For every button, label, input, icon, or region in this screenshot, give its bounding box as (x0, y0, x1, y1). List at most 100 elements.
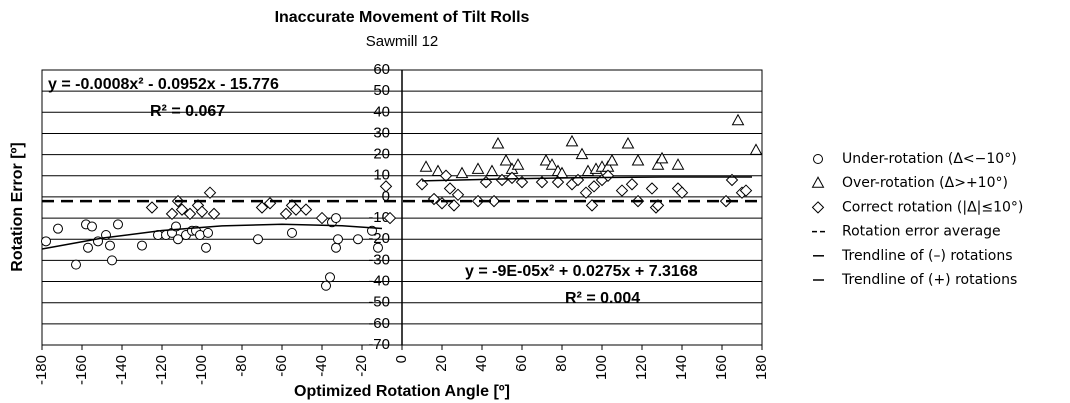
y-tick-label: 10 (373, 167, 390, 184)
x-tick-label: 80 (553, 355, 570, 372)
point (621, 137, 635, 149)
point (373, 242, 383, 253)
point (321, 280, 331, 291)
point (253, 234, 263, 245)
trendline (41, 223, 383, 250)
point (383, 211, 397, 225)
point (645, 182, 659, 195)
x-tick-label: -180 (33, 355, 50, 385)
point (201, 242, 211, 253)
point (331, 213, 341, 224)
y-tick-label: 30 (373, 124, 390, 141)
point (655, 151, 669, 164)
x-tick-label: -40 (313, 355, 330, 377)
y-tick-label: 20 (373, 146, 390, 163)
point (615, 184, 629, 197)
x-tick-label: 40 (473, 355, 490, 372)
legend-symbol (811, 201, 825, 214)
point (479, 175, 493, 189)
legend-symbol (813, 154, 823, 164)
point (565, 134, 579, 147)
y-tick-label: 60 (373, 61, 390, 78)
point (299, 203, 313, 216)
point (487, 194, 501, 208)
x-tick-label: -140 (113, 355, 130, 385)
point (625, 178, 639, 191)
point (315, 211, 329, 225)
point (331, 242, 341, 253)
point (749, 143, 763, 155)
point (353, 234, 363, 245)
point (739, 184, 753, 197)
point (71, 259, 81, 270)
point (551, 175, 565, 189)
y-tick-label: 40 (373, 103, 390, 120)
legend-label: Over-rotation (Δ>+10°) (842, 175, 1008, 191)
point (631, 153, 645, 166)
point (87, 221, 97, 232)
point (83, 242, 93, 253)
point (471, 162, 485, 174)
x-tick-label: -20 (353, 355, 370, 377)
point (431, 164, 445, 177)
point (439, 169, 453, 182)
point (535, 175, 549, 189)
point (107, 255, 117, 266)
legend-label: Correct rotation (|Δ|≤10°) (842, 199, 1023, 215)
x-tick-label: 0 (393, 355, 410, 363)
point (587, 180, 601, 193)
point (651, 158, 665, 170)
chart-title: Inaccurate Movement of Tilt Rolls (275, 9, 530, 26)
y-tick-label: -30 (368, 251, 390, 268)
point (451, 188, 465, 202)
point (195, 205, 209, 218)
point (53, 223, 63, 234)
point (137, 240, 147, 251)
point (287, 227, 297, 238)
x-tick-label: -100 (193, 355, 210, 385)
point (203, 227, 213, 238)
x-tick-label: 20 (433, 355, 450, 372)
legend-label: Trendline of (–) rotations (841, 248, 1013, 264)
x-tick-label: 100 (593, 355, 610, 380)
point (145, 201, 159, 214)
point (675, 186, 689, 199)
point (325, 272, 335, 283)
point (175, 203, 189, 216)
point (443, 182, 457, 195)
point (575, 147, 589, 160)
point (491, 137, 505, 149)
point (105, 240, 115, 251)
x-axis-label: Optimized Rotation Angle [º] (294, 383, 510, 400)
point (601, 169, 615, 182)
point (671, 158, 685, 170)
x-tick-label: -120 (153, 355, 170, 385)
equation: R² = 0.004 (565, 290, 640, 307)
point (173, 234, 183, 245)
point (505, 171, 519, 185)
point (113, 219, 123, 230)
point (41, 236, 51, 247)
y-tick-label: -70 (368, 336, 390, 353)
y-tick-label: -40 (368, 273, 390, 290)
y-tick-label: -60 (368, 315, 390, 332)
point (545, 158, 559, 170)
point (333, 234, 343, 245)
point (165, 207, 179, 221)
point (651, 199, 665, 212)
point (485, 164, 499, 177)
x-tick-label: -160 (73, 355, 90, 385)
y-tick-label: -10 (368, 209, 390, 226)
point (279, 207, 293, 221)
point (379, 180, 393, 193)
x-tick-label: -60 (273, 355, 290, 377)
point (605, 153, 619, 166)
trendline (421, 176, 752, 182)
y-tick-label: 50 (373, 82, 390, 99)
y-axis-label: Rotation Error [º] (9, 142, 26, 271)
point (511, 158, 525, 170)
point (183, 207, 197, 221)
x-tick-label: 180 (753, 355, 770, 380)
equation: y = -0.0008x² - 0.0952x - 15.776 (48, 76, 279, 93)
